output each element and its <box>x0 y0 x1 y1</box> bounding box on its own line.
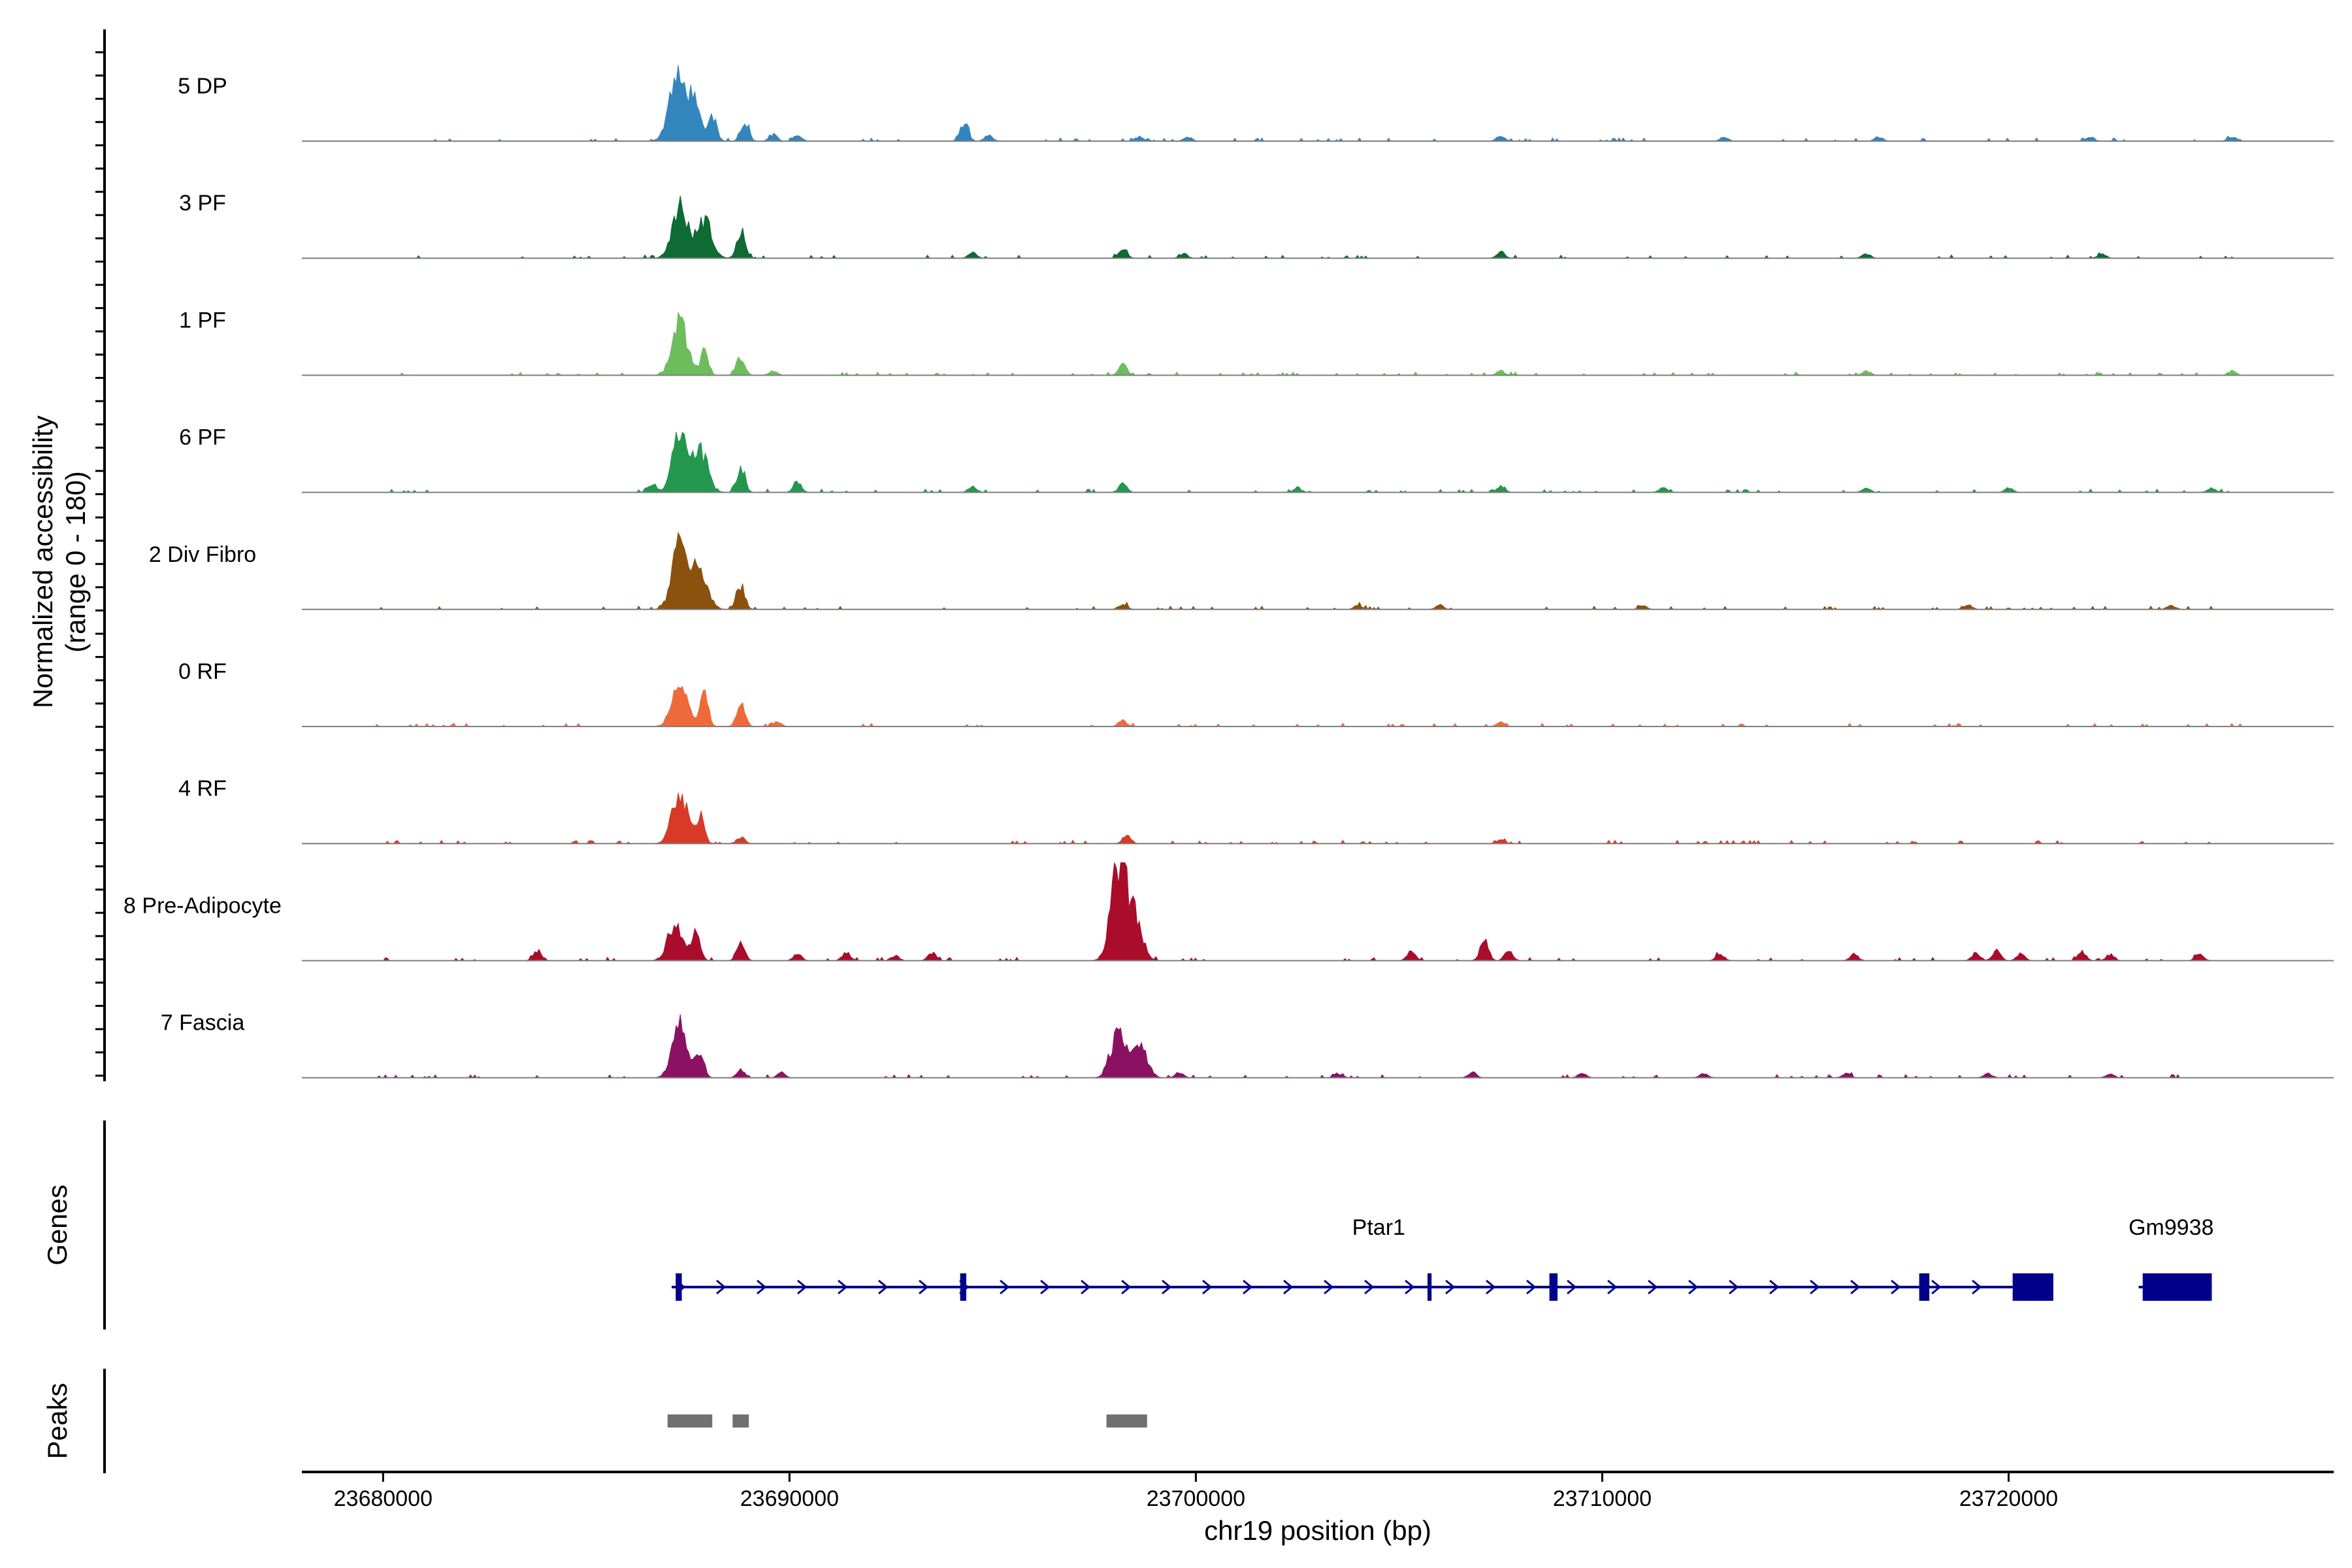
strand-arrow <box>1607 1279 1618 1295</box>
strand-arrow <box>919 1279 929 1295</box>
coverage-area <box>375 862 2245 962</box>
track-label: 8 Pre-Adipocyte <box>123 893 282 918</box>
y-axis-label-range: (range 0 - 180) <box>60 471 91 653</box>
strand-arrow <box>1283 1279 1294 1295</box>
strand-arrow <box>1648 1279 1658 1295</box>
strand-arrow <box>1202 1279 1213 1295</box>
coverage-y-axis <box>95 29 106 1081</box>
x-tick-label: 23710000 <box>1553 1486 1652 1511</box>
coverage-area <box>374 686 2245 727</box>
x-tick-label: 23690000 <box>740 1486 839 1511</box>
exon <box>1549 1273 1558 1301</box>
strand-arrow <box>1891 1279 1901 1295</box>
coverage-area <box>375 531 2245 610</box>
coverage-area <box>375 792 2245 845</box>
strand-arrow <box>1405 1279 1415 1295</box>
strand-arrow <box>1850 1279 1861 1295</box>
coverage-area <box>375 311 2245 376</box>
strand-arrow <box>1040 1279 1051 1295</box>
peak-region <box>667 1414 713 1428</box>
track-label: 4 RF <box>178 776 227 801</box>
peaks-label: Peaks <box>42 1383 73 1460</box>
strand-arrow <box>757 1279 767 1295</box>
strand-arrow <box>878 1279 889 1295</box>
track-label: 3 PF <box>179 191 226 216</box>
x-tick-label: 23680000 <box>334 1486 433 1511</box>
exon <box>2142 1273 2212 1301</box>
coverage-area <box>375 195 2245 259</box>
track-label: 2 Div Fibro <box>149 542 256 567</box>
strand-arrow <box>1526 1279 1537 1295</box>
exon <box>1427 1273 1432 1301</box>
exon <box>2012 1273 2053 1301</box>
exon <box>960 1273 966 1301</box>
strand-arrow <box>1688 1279 1699 1295</box>
coverage-area <box>375 1014 2245 1079</box>
track-label: 0 RF <box>178 659 227 684</box>
strand-arrow <box>1162 1279 1172 1295</box>
strand-arrow <box>1729 1279 1739 1295</box>
strand-arrow <box>1972 1279 1982 1295</box>
track-label: 6 PF <box>179 425 226 450</box>
strand-arrow <box>1364 1279 1375 1295</box>
x-tick-label: 23720000 <box>1959 1486 2058 1511</box>
x-axis: 23680000 23690000 23700000 23710000 23720000 <box>334 1472 2058 1511</box>
strand-arrow <box>1931 1279 1942 1295</box>
gene-annotation-track: Ptar1 Gm9938 <box>672 1215 2213 1301</box>
strand-arrow <box>716 1279 727 1295</box>
strand-arrow <box>1445 1279 1456 1295</box>
y-axis-label: Normalized accessibility <box>27 416 58 708</box>
track-label: 5 DP <box>178 74 227 99</box>
gene-name-label: Ptar1 <box>1352 1215 1405 1240</box>
peaks-track <box>667 1414 1147 1428</box>
strand-arrow <box>1121 1279 1132 1295</box>
strand-arrow <box>1000 1279 1010 1295</box>
exon <box>1919 1273 1930 1301</box>
strand-arrow <box>1769 1279 1780 1295</box>
coverage-area <box>375 431 2245 493</box>
strand-arrow <box>1486 1279 1496 1295</box>
strand-arrow <box>1810 1279 1820 1295</box>
gene-name-label: Gm9938 <box>2129 1215 2213 1240</box>
x-axis-label: chr19 position (bp) <box>1204 1515 1431 1546</box>
strand-arrow <box>1324 1279 1334 1295</box>
strand-arrow <box>1081 1279 1091 1295</box>
strand-arrow <box>1567 1279 1577 1295</box>
x-tick-label: 23700000 <box>1147 1486 1245 1511</box>
coverage-tracks: 5 DP 3 PF 1 PF 6 PF 2 Div Fibro 0 RF 4 RF 8 Pre… <box>123 65 2334 1079</box>
track-label: 1 PF <box>179 308 226 333</box>
genes-label: Genes <box>42 1184 73 1266</box>
strand-arrow <box>797 1279 808 1295</box>
peak-region <box>1106 1414 1147 1428</box>
strand-arrow <box>838 1279 848 1295</box>
exon <box>676 1273 682 1301</box>
strand-arrow <box>1243 1279 1253 1295</box>
track-label: 7 Fascia <box>161 1011 245 1036</box>
coverage-area <box>375 65 2245 142</box>
peak-region <box>732 1414 749 1428</box>
